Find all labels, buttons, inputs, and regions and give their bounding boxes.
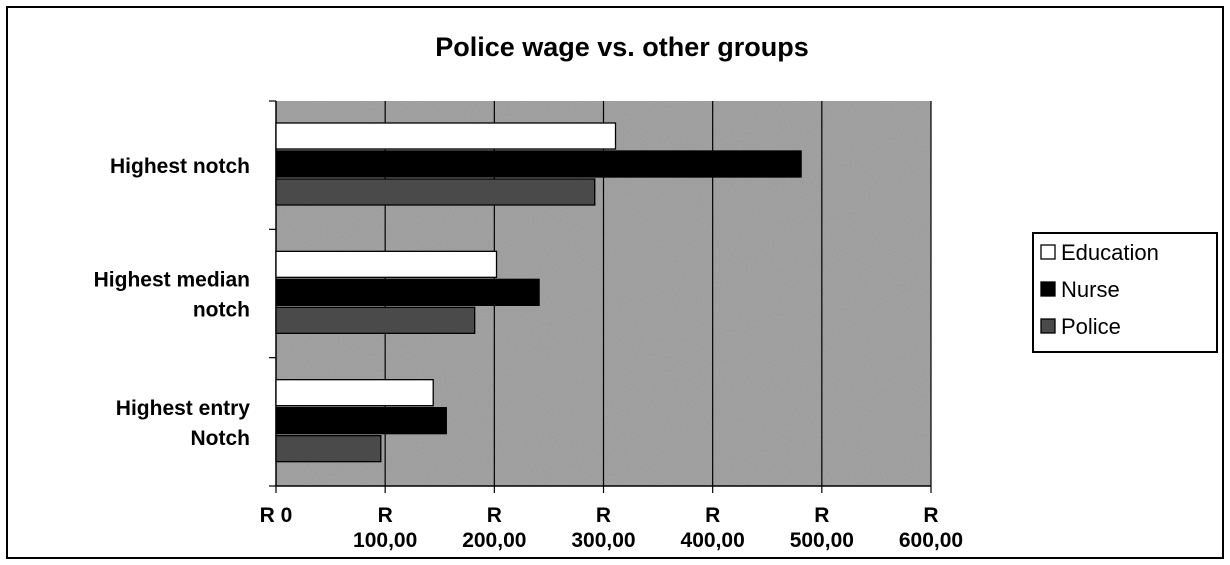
bar-police (275, 178, 596, 206)
x-tick-label: R 200,00 (462, 504, 526, 552)
legend-label-education: Education (1061, 240, 1159, 265)
legend-swatch-nurse (1040, 281, 1056, 297)
bar-education (275, 379, 434, 407)
legend-swatch-education (1040, 244, 1056, 260)
x-tick-label: R 0 (260, 504, 293, 527)
legend-swatch-police (1040, 318, 1056, 334)
category-label: Highest notch (110, 155, 250, 178)
x-tick-label: R 400,00 (681, 504, 745, 552)
x-tick-label: R 600,00 (899, 504, 963, 552)
chart-title: Police wage vs. other groups (435, 32, 809, 62)
legend-label-nurse: Nurse (1061, 277, 1120, 302)
x-tick-label: R 300,00 (571, 504, 635, 552)
bar-police (275, 435, 382, 463)
x-tick-label: R 500,00 (790, 504, 854, 552)
legend-box (1032, 232, 1218, 353)
bar-nurse (275, 150, 802, 178)
bar-nurse (275, 407, 447, 435)
legend-label-police: Police (1061, 314, 1121, 339)
x-tick-label: R 100,00 (353, 504, 417, 552)
category-label: Highest median notch (94, 269, 250, 322)
category-label: Highest entry Notch (116, 397, 251, 450)
bar-education (275, 250, 498, 278)
bar-nurse (275, 278, 540, 306)
bar-education (275, 122, 617, 150)
bar-police (275, 306, 476, 334)
